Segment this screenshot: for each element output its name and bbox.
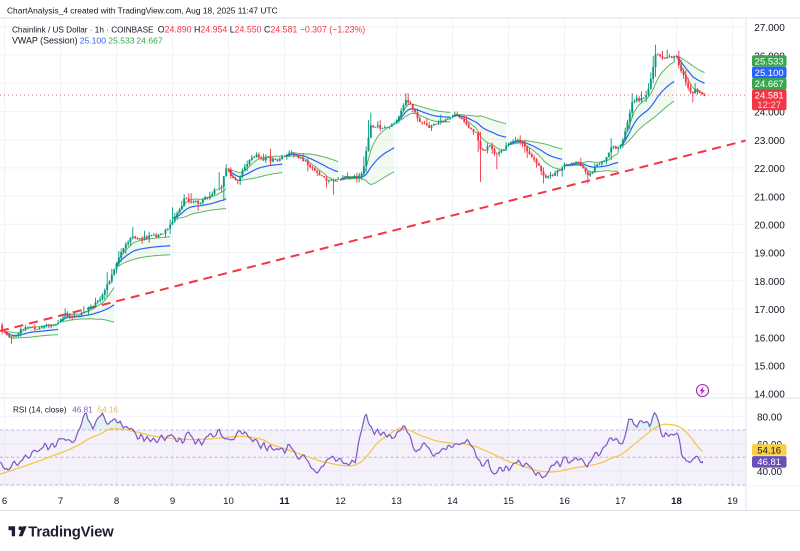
svg-text:24.581: 24.581 [755,90,784,101]
svg-text:19: 19 [727,496,738,507]
svg-text:15: 15 [503,496,514,507]
svg-text:19.000: 19.000 [754,249,785,260]
svg-text:7: 7 [58,496,63,507]
svg-text:27.000: 27.000 [754,23,785,34]
svg-text:40.00: 40.00 [757,467,782,478]
svg-text:11: 11 [279,496,290,507]
svg-text:54.16: 54.16 [757,445,781,456]
svg-text:24.000: 24.000 [754,108,785,119]
svg-text:O24.890 H24.954 L24.550 C24.58: O24.890 H24.954 L24.550 C24.581 −0.307 (… [158,24,365,34]
svg-text:46.81: 46.81 [757,457,781,468]
svg-text:12:27: 12:27 [757,100,781,111]
svg-text:TradingView: TradingView [28,525,114,541]
svg-text:22.000: 22.000 [754,164,785,175]
svg-text:80.00: 80.00 [757,413,782,424]
svg-text:25.533: 25.533 [108,36,135,46]
svg-text:10: 10 [223,496,234,507]
svg-text:18.000: 18.000 [754,277,785,288]
svg-text:9: 9 [170,496,175,507]
svg-text:25.100: 25.100 [755,68,784,79]
svg-text:ChartAnalysis_4 created with T: ChartAnalysis_4 created with TradingView… [7,5,278,15]
svg-text:15.000: 15.000 [754,362,785,373]
svg-text:13: 13 [391,496,402,507]
svg-text:6: 6 [2,496,7,507]
svg-text:VWAP (Session): VWAP (Session) [12,36,78,46]
svg-text:14.000: 14.000 [754,390,785,401]
svg-text:24.667: 24.667 [136,36,163,46]
svg-text:20.000: 20.000 [754,221,785,232]
svg-text:46.81: 46.81 [72,405,93,414]
svg-text:16.000: 16.000 [754,333,785,344]
svg-text:24.667: 24.667 [755,79,784,90]
svg-text:16: 16 [559,496,570,507]
svg-text:Chainlink / US Dollar · 1h · C: Chainlink / US Dollar · 1h · COINBASE [12,25,154,34]
svg-text:54.16: 54.16 [98,405,119,414]
svg-text:12: 12 [335,496,346,507]
svg-text:21.000: 21.000 [754,192,785,203]
svg-text:14: 14 [447,496,458,507]
svg-text:RSI (14, close): RSI (14, close) [13,405,67,414]
svg-text:18: 18 [671,496,682,507]
svg-text:25.533: 25.533 [755,56,784,67]
svg-text:23.000: 23.000 [754,136,785,147]
svg-text:8: 8 [114,496,119,507]
svg-text:17: 17 [615,496,626,507]
svg-text:17.000: 17.000 [754,305,785,316]
svg-text:25.100: 25.100 [80,36,107,46]
